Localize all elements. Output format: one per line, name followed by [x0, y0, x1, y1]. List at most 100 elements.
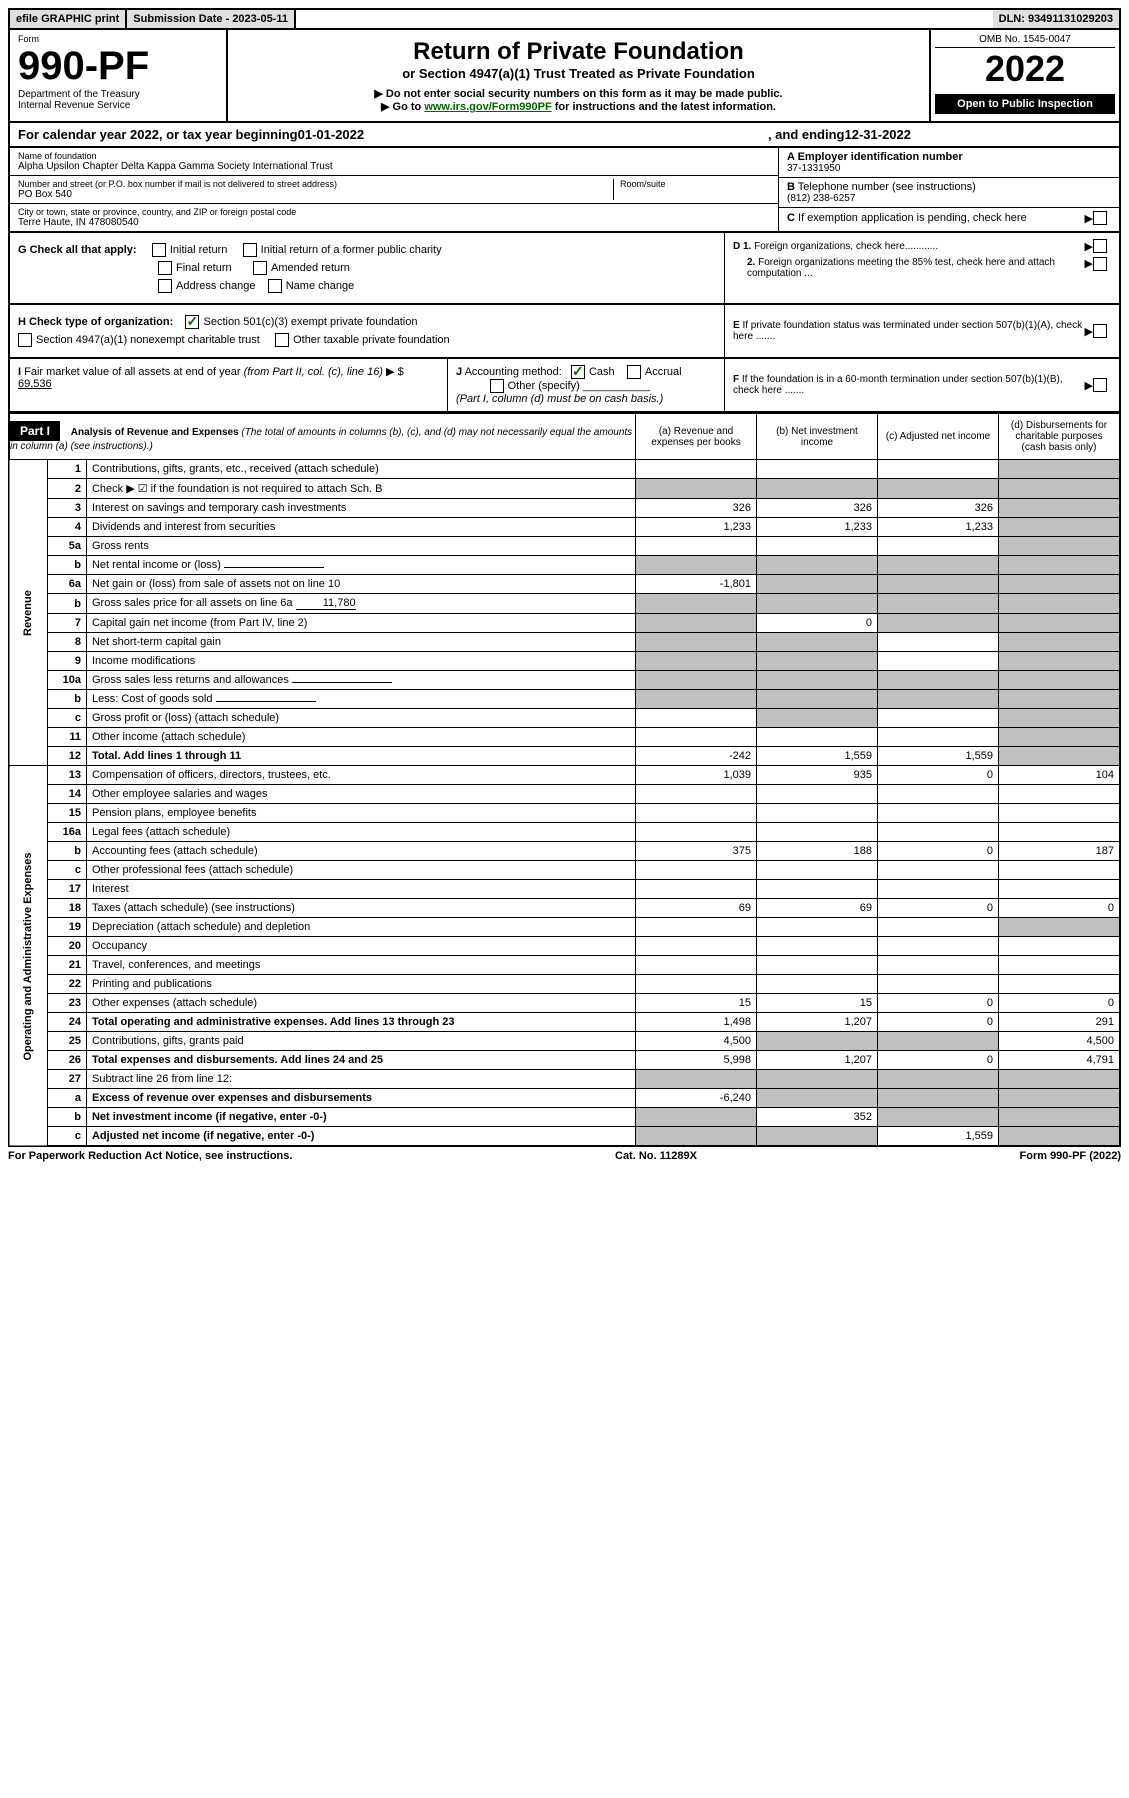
h-501c3-checkbox[interactable]: [185, 315, 199, 329]
line-description: Gross profit or (loss) (attach schedule): [86, 709, 635, 728]
line-number: 6a: [47, 575, 86, 594]
d2-checkbox[interactable]: [1093, 257, 1107, 271]
amount-cell: [636, 690, 757, 709]
amount-cell: [757, 671, 878, 690]
irs-label: Internal Revenue Service: [18, 100, 218, 111]
amount-cell: [757, 728, 878, 747]
amount-cell: [999, 633, 1121, 652]
amount-cell: [999, 518, 1121, 537]
address: PO Box 540: [18, 189, 613, 200]
line-number: 23: [47, 994, 86, 1013]
amount-cell: [878, 804, 999, 823]
amount-cell: [878, 1089, 999, 1108]
amount-cell: 104: [999, 766, 1121, 785]
cash-checkbox[interactable]: [571, 365, 585, 379]
amount-cell: 69: [757, 899, 878, 918]
amount-cell: 326: [878, 499, 999, 518]
section-label: Operating and Administrative Expenses: [9, 766, 47, 1147]
h-4947-checkbox[interactable]: [18, 333, 32, 347]
f-checkbox[interactable]: [1093, 378, 1107, 392]
amount-cell: [636, 861, 757, 880]
line-number: 10a: [47, 671, 86, 690]
amended-return-checkbox[interactable]: [253, 261, 267, 275]
line-number: b: [47, 594, 86, 614]
line-number: 7: [47, 614, 86, 633]
accrual-checkbox[interactable]: [627, 365, 641, 379]
amount-cell: [999, 671, 1121, 690]
amount-cell: [878, 633, 999, 652]
amount-cell: [878, 652, 999, 671]
addr-label: Number and street (or P.O. box number if…: [18, 179, 613, 189]
amount-cell: [636, 823, 757, 842]
calendar-year-row: For calendar year 2022, or tax year begi…: [8, 123, 1121, 148]
amount-cell: [636, 1108, 757, 1127]
footer-left: For Paperwork Reduction Act Notice, see …: [8, 1150, 292, 1162]
line-description: Income modifications: [86, 652, 635, 671]
amount-cell: [999, 956, 1121, 975]
h-section: H Check type of organization: Section 50…: [8, 305, 1121, 359]
line-description: Depreciation (attach schedule) and deple…: [86, 918, 635, 937]
amount-cell: 0: [878, 899, 999, 918]
line-description: Other professional fees (attach schedule…: [86, 861, 635, 880]
amount-cell: [636, 556, 757, 575]
initial-former-checkbox[interactable]: [243, 243, 257, 257]
year-end: 12-31-2022: [845, 127, 912, 142]
amount-cell: 375: [636, 842, 757, 861]
phone-value: (812) 238-6257: [787, 193, 1111, 204]
amount-cell: [636, 709, 757, 728]
amount-cell: [878, 861, 999, 880]
line-description: Net short-term capital gain: [86, 633, 635, 652]
col-a-header: (a) Revenue and expenses per books: [636, 414, 757, 460]
amount-cell: 326: [636, 499, 757, 518]
col-c-header: (c) Adjusted net income: [878, 414, 999, 460]
address-change-checkbox[interactable]: [158, 279, 172, 293]
initial-return-checkbox[interactable]: [152, 243, 166, 257]
amount-cell: [878, 823, 999, 842]
final-return-checkbox[interactable]: [158, 261, 172, 275]
line-number: c: [47, 709, 86, 728]
amount-cell: [636, 652, 757, 671]
d1-checkbox[interactable]: [1093, 239, 1107, 253]
irs-link[interactable]: www.irs.gov/Form990PF: [424, 101, 551, 113]
line-number: 27: [47, 1070, 86, 1089]
room-label: Room/suite: [620, 179, 770, 189]
amount-cell: 1,039: [636, 766, 757, 785]
amount-cell: [757, 537, 878, 556]
foundation-name: Alpha Upsilon Chapter Delta Kappa Gamma …: [18, 161, 770, 172]
amount-cell: [757, 880, 878, 899]
ijf-section: I Fair market value of all assets at end…: [8, 359, 1121, 413]
other-method-checkbox[interactable]: [490, 379, 504, 393]
e-label: E If private foundation status was termi…: [733, 320, 1085, 342]
amount-cell: [636, 937, 757, 956]
c-checkbox[interactable]: [1093, 211, 1107, 225]
amount-cell: 0: [878, 766, 999, 785]
line-number: 19: [47, 918, 86, 937]
amount-cell: 352: [757, 1108, 878, 1127]
line-description: Other employee salaries and wages: [86, 785, 635, 804]
line-number: 5a: [47, 537, 86, 556]
e-checkbox[interactable]: [1093, 324, 1107, 338]
h-other-checkbox[interactable]: [275, 333, 289, 347]
line-number: 14: [47, 785, 86, 804]
line-description: Travel, conferences, and meetings: [86, 956, 635, 975]
ein-label: A Employer identification number: [787, 151, 1111, 163]
line-number: 15: [47, 804, 86, 823]
amount-cell: [878, 918, 999, 937]
line-number: 11: [47, 728, 86, 747]
amount-cell: [878, 956, 999, 975]
line-number: 18: [47, 899, 86, 918]
amount-cell: 1,559: [878, 1127, 999, 1147]
amount-cell: [999, 747, 1121, 766]
form-title: Return of Private Foundation: [236, 38, 921, 66]
line-description: Less: Cost of goods sold: [86, 690, 635, 709]
amount-cell: [999, 1127, 1121, 1147]
amount-cell: [999, 823, 1121, 842]
amount-cell: [636, 460, 757, 479]
amount-cell: 0: [999, 994, 1121, 1013]
name-change-checkbox[interactable]: [268, 279, 282, 293]
amount-cell: 0: [878, 1051, 999, 1070]
amount-cell: [878, 537, 999, 556]
line-number: 1: [47, 460, 86, 479]
amount-cell: [999, 918, 1121, 937]
line-description: Gross sales price for all assets on line…: [86, 594, 635, 614]
